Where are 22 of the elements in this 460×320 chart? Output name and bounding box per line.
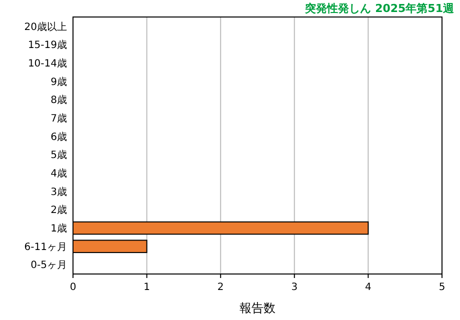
y-tick-label: 0-5ヶ月 <box>30 260 67 272</box>
x-tick-label: 2 <box>217 282 224 293</box>
y-tick-label: 10-14歳 <box>28 57 67 70</box>
y-tick-label: 6歳 <box>50 130 67 143</box>
y-tick-label: 3歳 <box>50 186 67 198</box>
y-tick-label: 9歳 <box>50 76 67 88</box>
x-tick-label: 0 <box>70 282 76 293</box>
y-tick-label: 2歳 <box>50 204 67 216</box>
x-tick-label: 5 <box>438 282 446 293</box>
x-tick-label: 4 <box>365 282 372 293</box>
x-axis-title: 報告数 <box>240 301 276 315</box>
y-tick-label: 20歳以上 <box>24 20 67 33</box>
y-tick-label: 1歳 <box>50 222 67 235</box>
y-tick-label: 15-19歳 <box>28 39 67 52</box>
y-tick-label: 4歳 <box>50 168 67 180</box>
x-tick-label: 1 <box>144 282 150 293</box>
y-tick-label: 7歳 <box>50 112 67 124</box>
chart-title: 突発性発しん 2025年第51週 <box>304 2 455 15</box>
y-tick-label: 8歳 <box>50 94 67 106</box>
x-tick-label: 3 <box>291 282 298 293</box>
y-tick-label: 5歳 <box>50 149 67 162</box>
y-tick-label: 6-11ヶ月 <box>24 242 67 253</box>
